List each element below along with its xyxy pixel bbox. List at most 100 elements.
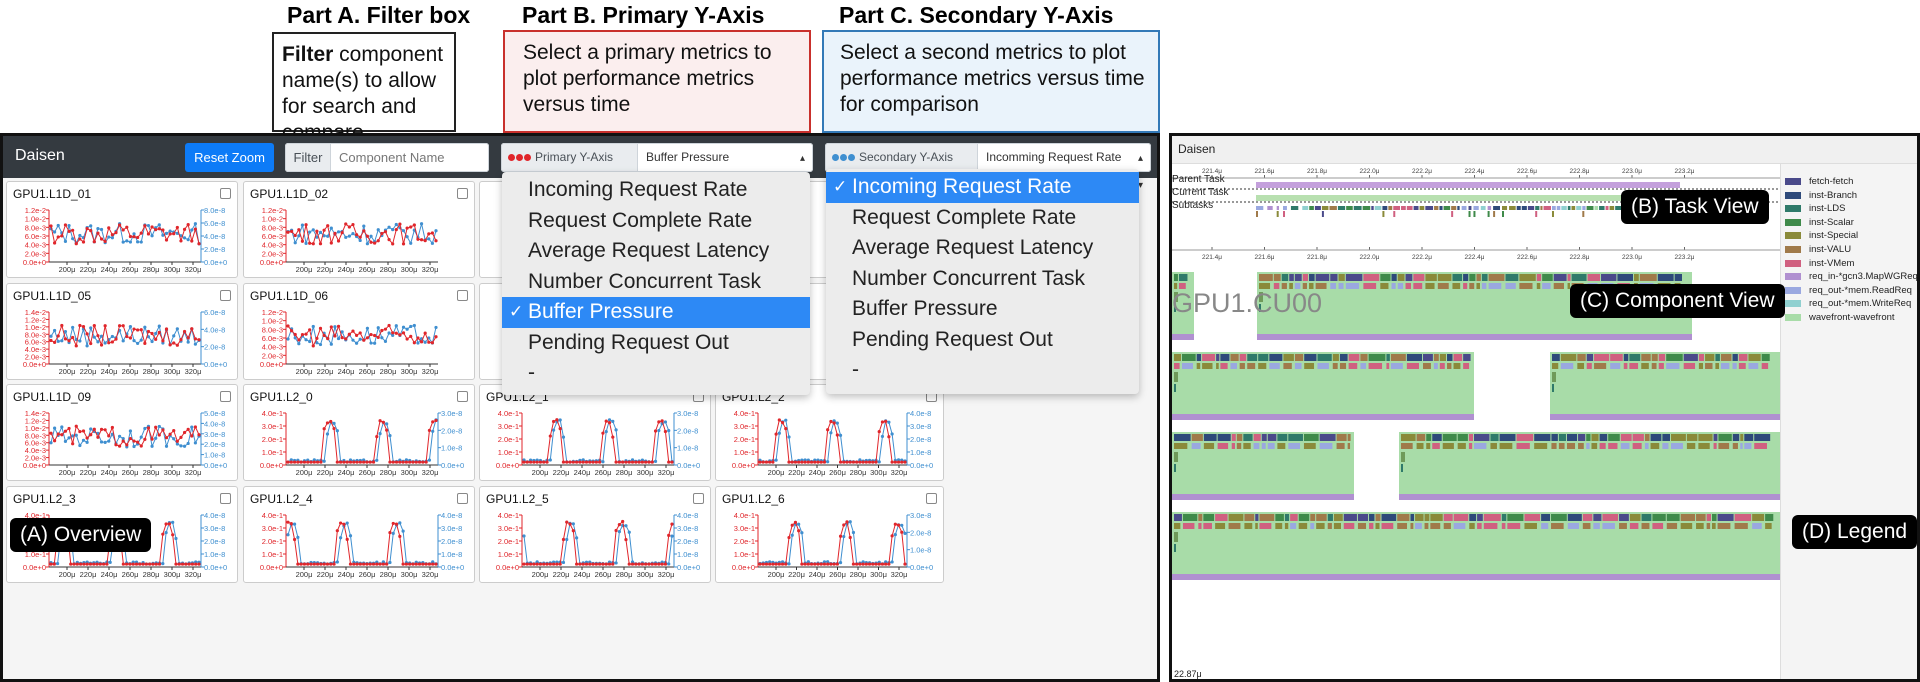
instruction-bar[interactable] [1397, 514, 1410, 521]
instruction-bar[interactable] [1216, 363, 1219, 369]
subtask-bar[interactable] [1480, 206, 1486, 210]
instruction-bar[interactable] [1255, 514, 1259, 521]
instruction-bar[interactable] [1586, 354, 1594, 361]
instruction-bar[interactable] [1629, 514, 1641, 521]
instruction-bar[interactable] [1501, 523, 1506, 529]
instruction-bar[interactable] [1740, 434, 1744, 441]
instruction-bar[interactable] [1174, 363, 1180, 369]
instruction-bar[interactable] [1433, 363, 1438, 369]
save-icon[interactable] [457, 391, 468, 402]
instruction-bar[interactable] [1541, 514, 1551, 521]
menu-option[interactable]: Pending Request Out [826, 325, 1139, 356]
instruction-bar[interactable] [1591, 443, 1598, 449]
legend-item[interactable]: inst-LDS [1785, 203, 1845, 214]
instruction-bar[interactable] [1275, 523, 1283, 529]
wavefront-bar[interactable] [1172, 494, 1354, 500]
instruction-bar[interactable] [1718, 434, 1732, 441]
instruction-bar[interactable] [1439, 354, 1447, 361]
subtask-bar[interactable] [1439, 206, 1443, 210]
instruction-bar[interactable] [1696, 514, 1706, 521]
instruction-bar[interactable] [1174, 354, 1181, 361]
instruction-bar[interactable] [1633, 274, 1639, 281]
instruction-bar[interactable] [1481, 274, 1488, 281]
legend-item[interactable]: req_in-*gcn3.MapWGReq [1785, 271, 1917, 282]
instruction-bar[interactable] [1255, 523, 1258, 529]
instruction-bar[interactable] [1290, 523, 1297, 529]
reset-zoom-button[interactable]: Reset Zoom [185, 143, 274, 172]
instruction-bar[interactable] [1273, 283, 1280, 289]
instruction-bar[interactable] [1375, 523, 1380, 529]
subtask-bar[interactable] [1576, 206, 1582, 210]
instruction-bar[interactable] [1174, 544, 1176, 552]
instruction-bar[interactable] [1541, 523, 1549, 529]
instruction-bar[interactable] [1203, 443, 1215, 449]
instruction-bar[interactable] [1552, 384, 1554, 392]
instruction-bar[interactable] [1302, 283, 1307, 289]
instruction-bar[interactable] [1705, 354, 1715, 361]
instruction-bar[interactable] [1658, 354, 1666, 361]
subtask-bar[interactable] [1461, 206, 1467, 210]
instruction-bar[interactable] [1617, 274, 1633, 281]
instruction-bar[interactable] [1424, 514, 1430, 521]
instruction-bar[interactable] [1181, 363, 1193, 369]
save-icon[interactable] [457, 290, 468, 301]
chart-card[interactable]: GPU1.L2_2 4.0e-1 3.0e-1 2.0e-1 1.0e-1 0.0e+0 4… [715, 384, 944, 481]
instruction-bar[interactable] [1632, 443, 1642, 449]
save-icon[interactable] [457, 493, 468, 504]
instruction-bar[interactable] [1386, 363, 1390, 369]
instruction-bar[interactable] [1610, 354, 1623, 361]
instruction-bar[interactable] [1439, 363, 1445, 369]
instruction-bar[interactable] [1259, 292, 1263, 302]
instruction-bar[interactable] [1432, 434, 1442, 441]
instruction-bar[interactable] [1217, 434, 1231, 441]
instruction-bar[interactable] [1686, 443, 1696, 449]
instruction-bar[interactable] [1430, 514, 1443, 521]
wavefront-bar[interactable] [1172, 272, 1194, 338]
instruction-bar[interactable] [1413, 274, 1425, 281]
current-task-bar[interactable] [1256, 195, 1680, 201]
instruction-bar[interactable] [1231, 443, 1235, 449]
wavefront-bar[interactable] [1257, 334, 1692, 340]
instruction-bar[interactable] [1426, 434, 1432, 441]
instruction-bar[interactable] [1423, 363, 1431, 369]
instruction-bar[interactable] [1453, 523, 1466, 529]
instruction-bar[interactable] [1732, 434, 1740, 441]
subtask-bar[interactable] [1535, 206, 1540, 210]
instruction-bar[interactable] [1698, 434, 1713, 441]
instruction-bar[interactable] [1202, 354, 1216, 361]
instruction-bar[interactable] [1715, 354, 1720, 361]
instruction-bar[interactable] [1560, 354, 1577, 361]
instruction-bar[interactable] [1316, 514, 1327, 521]
instruction-bar[interactable] [1333, 514, 1343, 521]
instruction-bar[interactable] [1304, 354, 1317, 361]
chart-card[interactable]: GPU1.L2_1 4.0e-1 3.0e-1 2.0e-1 1.0e-1 0.0e+0 3… [479, 384, 711, 481]
legend-item[interactable]: inst-Scalar [1785, 217, 1854, 228]
instruction-bar[interactable] [1457, 434, 1468, 441]
subtask-bar[interactable] [1419, 206, 1425, 210]
subtask-bar[interactable] [1594, 206, 1599, 210]
subtask-bar[interactable] [1406, 206, 1413, 210]
instruction-bar[interactable] [1706, 523, 1711, 529]
legend-item[interactable]: inst-Branch [1785, 190, 1857, 201]
instruction-bar[interactable] [1380, 283, 1389, 289]
subtask-bar[interactable] [1551, 206, 1556, 210]
subtask-bar[interactable] [1493, 206, 1500, 210]
instruction-bar[interactable] [1629, 523, 1639, 529]
instruction-bar[interactable] [1477, 514, 1483, 521]
instruction-bar[interactable] [1203, 434, 1217, 441]
wavefront-bar[interactable] [1172, 574, 1780, 580]
secondary-axis-select[interactable]: Incomming Request Rate ▴ ▾ [978, 143, 1151, 191]
instruction-bar[interactable] [1474, 434, 1490, 441]
instruction-bar[interactable] [1536, 283, 1541, 289]
instruction-bar[interactable] [1507, 514, 1524, 521]
instruction-bar[interactable] [1593, 514, 1602, 521]
instruction-bar[interactable] [1720, 354, 1732, 361]
instruction-bar[interactable] [1706, 514, 1711, 521]
instruction-bar[interactable] [1657, 274, 1674, 281]
instruction-bar[interactable] [1339, 354, 1348, 361]
instruction-bar[interactable] [1424, 523, 1429, 529]
instruction-bar[interactable] [1289, 274, 1294, 281]
instruction-bar[interactable] [1174, 434, 1191, 441]
instruction-bar[interactable] [1744, 434, 1754, 441]
instruction-bar[interactable] [1553, 283, 1564, 289]
